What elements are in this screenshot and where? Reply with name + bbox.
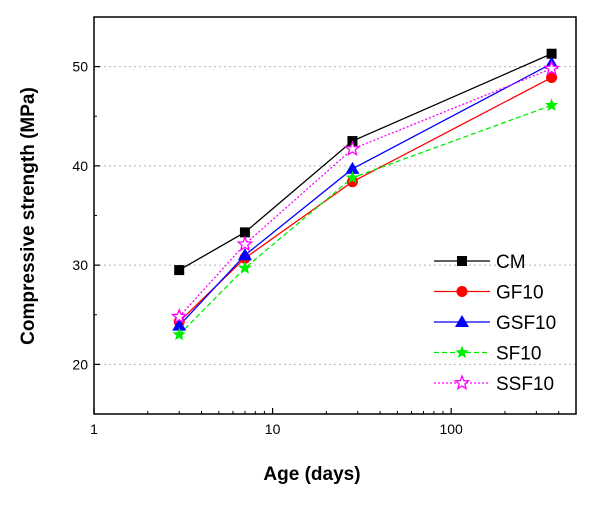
data-point-cm — [546, 48, 557, 59]
y-tick-label: 20 — [72, 356, 88, 372]
legend-marker — [455, 345, 469, 359]
legend-item-cm: CM — [434, 252, 526, 273]
series-line-ssf10 — [178, 68, 552, 318]
series-line-gsf10 — [178, 63, 552, 327]
data-point-sf10 — [544, 98, 559, 111]
series-line-cm — [178, 53, 552, 271]
legend-label: CM — [496, 252, 526, 273]
legend-marker — [455, 315, 469, 327]
data-point-sf10 — [345, 170, 360, 184]
data-point-sf10 — [172, 327, 186, 341]
data-point-ssf10 — [170, 307, 188, 324]
data-point-cm — [239, 227, 250, 238]
y-tick-label: 50 — [72, 59, 88, 75]
y-axis-title: Compressive strength (MPa) — [18, 87, 39, 345]
x-axis-title: Age (days) — [263, 464, 360, 485]
legend-label: SSF10 — [496, 374, 554, 395]
legend-item-sf10: SF10 — [434, 344, 541, 365]
axis-ticks: 20 30 40 50 1 10 100 — [72, 16, 577, 437]
data-point-gsf10 — [237, 248, 252, 261]
data-point-gsf10 — [345, 161, 360, 174]
legend-marker — [457, 256, 467, 266]
legend-label: GSF10 — [496, 313, 556, 334]
legend-item-gf10: GF10 — [434, 283, 544, 304]
legend-marker — [456, 286, 468, 297]
data-point-cm — [174, 265, 185, 276]
x-tick-label: 100 — [439, 421, 463, 437]
data-point-sf10 — [238, 261, 252, 274]
data-markers — [170, 48, 560, 341]
legend-item-gsf10: GSF10 — [434, 313, 556, 334]
data-point-ssf10 — [344, 140, 361, 157]
data-point-gf10 — [546, 72, 558, 84]
legend-item-ssf10: SSF10 — [434, 374, 554, 395]
series-line-sf10 — [178, 104, 552, 336]
y-tick-label: 30 — [72, 257, 88, 273]
data-point-gsf10 — [172, 318, 187, 331]
legend: CM GF10 GSF10 SF10 SSF10 — [434, 252, 556, 395]
y-tick-label: 40 — [72, 158, 88, 174]
legend-label: GF10 — [496, 283, 544, 304]
x-tick-label: 10 — [265, 421, 281, 437]
data-point-ssf10 — [543, 59, 560, 76]
data-point-ssf10 — [236, 235, 254, 252]
x-tick-label: 1 — [90, 421, 98, 437]
legend-label: SF10 — [496, 344, 541, 365]
legend-marker — [453, 374, 471, 391]
series-lines — [178, 53, 552, 336]
